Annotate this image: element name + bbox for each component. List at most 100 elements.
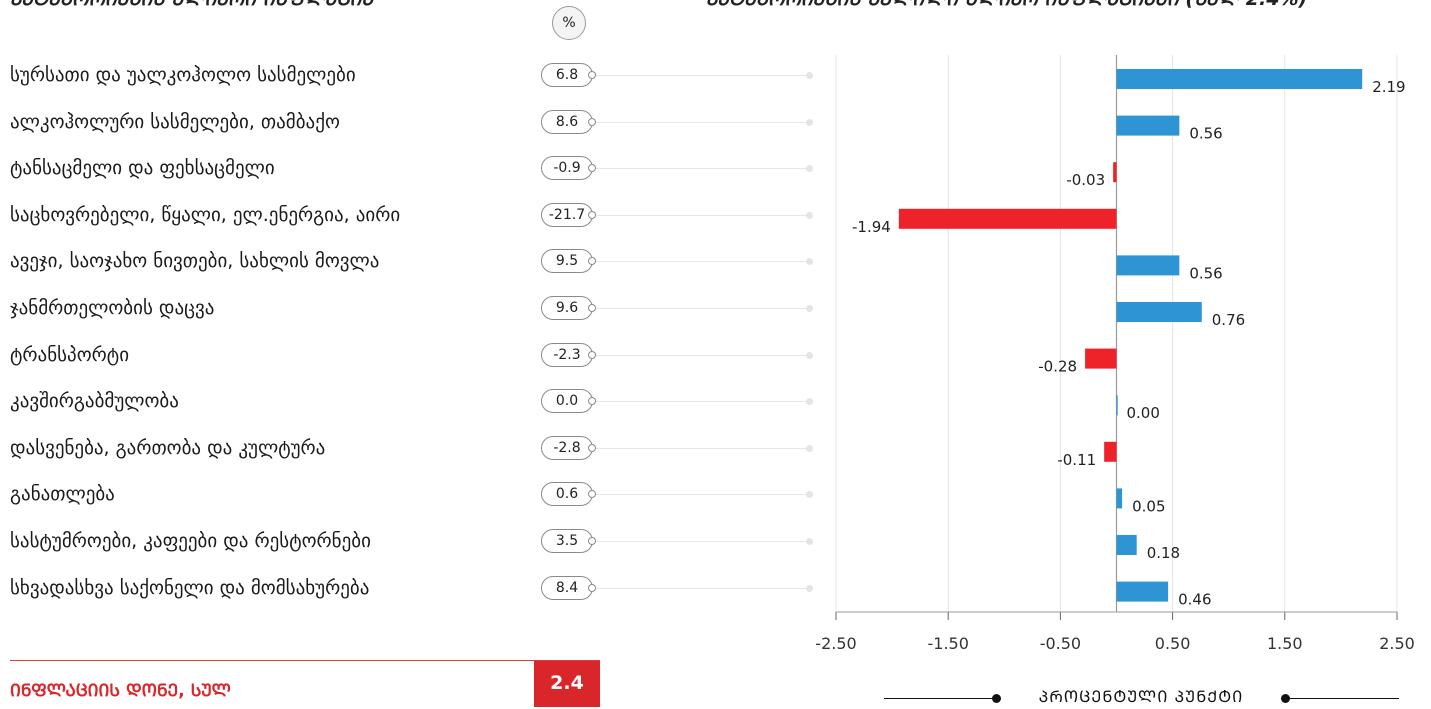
pill-knob <box>588 350 596 359</box>
bar-value-label: -0.03 <box>1066 171 1105 189</box>
category-inflation-pill: 0.0 <box>541 389 593 414</box>
leader-line <box>592 494 808 496</box>
bar-value-label: -0.28 <box>1038 358 1077 376</box>
leader-end-dot <box>806 72 813 79</box>
legend-dot-right <box>1281 694 1290 703</box>
legend-line-left <box>884 698 996 699</box>
left-panel-title: ᲙᲐᲢᲔᲒᲝᲠᲘᲔᲑᲘᲡ ᲬᲚᲘᲣᲠᲘ ᲘᲜᲤᲚᲐᲪᲘᲐ <box>10 0 480 14</box>
leader-end-dot <box>806 584 813 592</box>
bar <box>1116 488 1123 509</box>
pill-knob <box>588 583 596 592</box>
category-label: სურსათი და უალკოჰოლო სასმელები <box>10 64 356 86</box>
leader-line <box>592 75 808 76</box>
category-label: სხვადასხვა საქონელი და მომსახურება <box>10 576 370 599</box>
category-inflation-pill: 9.6 <box>541 296 593 320</box>
bar-value-label: 0.76 <box>1212 311 1245 329</box>
leader-end-dot <box>806 398 813 406</box>
pill-knob <box>588 490 596 499</box>
category-label: დასვენება, გართობა და კულტურა <box>10 436 326 459</box>
category-row: ტანსაცმელი და ფეხსაცმელი -0.9 <box>0 153 820 183</box>
category-label: ავეჯი, საოჯახო ნივთები, სახლის მოვლა <box>10 250 380 273</box>
leader-line <box>592 261 808 263</box>
bar-value-label: 0.18 <box>1147 544 1180 562</box>
pill-knob <box>588 443 596 452</box>
leader-end-dot <box>806 211 813 219</box>
x-axis-unit-label: ᲞᲠᲝᲪᲔᲜᲢᲣᲚᲘ ᲞᲣᲜᲥᲢᲘ <box>1038 687 1244 706</box>
category-label: განათლება <box>10 483 115 506</box>
category-label: ჯანმრთელობის დაცვა <box>10 297 215 319</box>
leader-end-dot <box>806 538 813 545</box>
pill-knob <box>588 304 596 312</box>
bar-value-label: 0.56 <box>1189 125 1222 143</box>
category-inflation-pill: -0.9 <box>541 156 593 181</box>
category-row: სხვადასხვა საქონელი და მომსახურება 8.4 <box>0 573 820 603</box>
bar <box>1116 255 1180 276</box>
leader-end-dot <box>806 258 813 266</box>
leader-line <box>592 168 808 170</box>
pill-knob <box>588 164 596 173</box>
bar-value-label: -1.94 <box>852 218 891 236</box>
category-row: კავშირგაბმულობა 0.0 <box>0 386 820 416</box>
leader-line <box>592 541 808 542</box>
category-row: სურსათი და უალკოჰოლო სასმელები 6.8 <box>0 60 820 90</box>
category-label: ტრანსპორტი <box>10 343 130 366</box>
leader-line <box>592 447 808 449</box>
leader-end-dot <box>806 118 813 126</box>
bar-value-label: 2.19 <box>1372 78 1405 96</box>
bar <box>1116 395 1118 416</box>
bar <box>1116 69 1363 89</box>
bar <box>1085 348 1117 369</box>
footer-divider <box>10 660 600 661</box>
leader-end-dot <box>806 165 813 173</box>
leader-line <box>592 308 808 309</box>
bar <box>1116 581 1169 602</box>
category-inflation-pill: 9.5 <box>541 249 593 274</box>
leader-end-dot <box>806 491 813 499</box>
category-inflation-pill: -2.8 <box>541 435 593 460</box>
bar <box>1104 441 1117 462</box>
leader-line <box>592 214 808 216</box>
category-label: ტანსაცმელი და ფეხსაცმელი <box>10 157 275 180</box>
pill-knob <box>588 117 596 126</box>
pill-knob <box>588 397 596 406</box>
category-row: საცხოვრებელი, წყალი, ელ.ენერგია, აირი -21… <box>0 200 820 230</box>
category-row: დასვენება, გართობა და კულტურა -2.8 <box>0 433 820 463</box>
pill-knob <box>588 210 596 219</box>
leader-line <box>592 587 808 589</box>
category-row: ჯანმრთელობის დაცვა 9.6 <box>0 293 820 323</box>
category-inflation-pill: 3.5 <box>541 529 593 553</box>
percent-unit-badge: % <box>552 6 586 40</box>
pill-knob <box>588 257 596 266</box>
inflation-total-value: 2.4 <box>534 661 600 707</box>
inflation-total-label: ᲘᲜᲤᲚᲐᲪᲘᲘᲡ ᲓᲝᲜᲔ, ᲡᲣᲚ <box>10 681 231 701</box>
bar-value-label: 0.05 <box>1132 497 1165 515</box>
category-row: ტრანსპორტი -2.3 <box>0 340 820 370</box>
x-tick-label: 2.50 <box>1379 634 1415 653</box>
leader-line <box>592 121 808 123</box>
chart-title: ᲙᲐᲢᲔᲒᲝᲠᲘᲔᲑᲘᲡ ᲬᲕᲚᲘᲚᲘ ᲬᲚᲘᲣᲠ ᲘᲜᲤᲚᲐᲪᲘᲐᲨᲘ (ᲡᲣ… <box>706 0 1426 14</box>
category-label: სასტუმროები, კაფეები და რესტორნები <box>10 530 371 552</box>
bar <box>1116 115 1180 136</box>
x-tick-label: -2.50 <box>815 634 856 653</box>
x-tick-label: 1.50 <box>1267 634 1303 653</box>
category-row: სასტუმროები, კაფეები და რესტორნები 3.5 <box>0 526 820 556</box>
category-inflation-pill: 0.6 <box>541 482 593 507</box>
leader-end-dot <box>806 305 813 312</box>
category-inflation-pill: -21.7 <box>541 202 593 227</box>
category-inflation-pill: -2.3 <box>541 342 593 367</box>
bar-value-label: 0.56 <box>1189 264 1222 282</box>
bar <box>1116 302 1202 322</box>
category-row: განათლება 0.6 <box>0 479 820 509</box>
bar-value-label: 0.00 <box>1127 404 1160 422</box>
legend-line-right <box>1287 698 1399 699</box>
x-tick-label: 0.50 <box>1155 634 1191 653</box>
bar-value-label: 0.46 <box>1178 591 1211 609</box>
x-tick-label: -1.50 <box>927 634 968 653</box>
bar <box>898 208 1117 229</box>
category-row: ალკოჰოლური სასმელები, თამბაქო 8.6 <box>0 107 820 137</box>
bar-value-label: -0.11 <box>1057 451 1096 469</box>
leader-end-dot <box>806 444 813 452</box>
category-label: ალკოჰოლური სასმელები, თამბაქო <box>10 110 340 133</box>
category-label: საცხოვრებელი, წყალი, ელ.ენერგია, აირი <box>10 203 401 226</box>
